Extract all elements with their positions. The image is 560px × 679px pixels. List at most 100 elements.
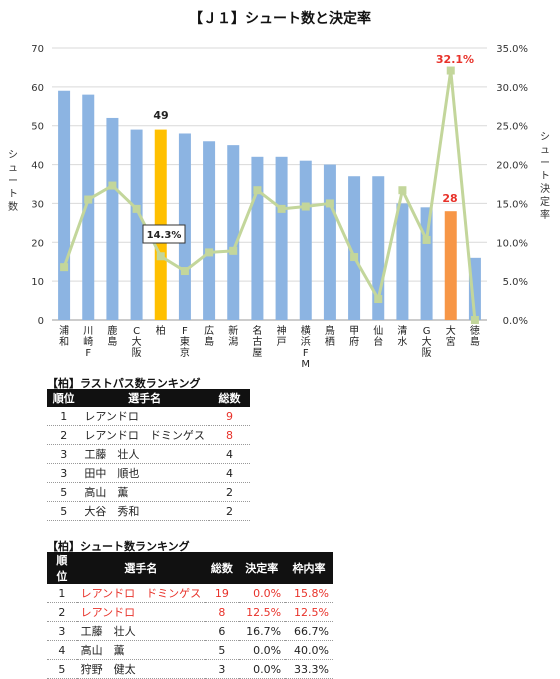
total-cell: 2: [208, 482, 250, 502]
y-tick-label: 0: [38, 316, 44, 327]
x-tick-label: 川崎 F: [83, 326, 93, 359]
shots-and-conversion-chart: 【Ｊ１】シュート数と決定率 0 10 20 30 40 50 60 70 0.0% 5.0% 10…: [8, 10, 550, 370]
y2-tick-label: 5.0%: [503, 277, 528, 288]
bar: [203, 141, 216, 320]
x-tick-label: 浦和: [59, 324, 69, 348]
player-name-cell: レアンドロ: [76, 602, 206, 622]
table-row: 1 レアンドロ ドミンゲス 19 0.0% 15.8%: [47, 584, 333, 603]
rank-cell: 4: [47, 640, 77, 660]
line-point: [277, 204, 286, 213]
line-point: [253, 186, 262, 195]
bar: [299, 160, 312, 320]
rank-cell: 3: [47, 621, 77, 641]
y-tick-label: 20: [31, 238, 44, 249]
chart-title: 【Ｊ１】シュート数と決定率: [189, 10, 371, 27]
annotation-kashiwa-shots: 49: [153, 109, 168, 122]
line-point: [350, 253, 359, 262]
x-tick-label: 鹿島: [107, 324, 117, 348]
total-cell: 19: [205, 584, 239, 603]
bar: [420, 207, 433, 320]
y-tick-label: 60: [31, 83, 44, 94]
total-cell: 2: [208, 501, 250, 521]
total-cell: 8: [208, 425, 250, 445]
x-tick-label: 鳥栖: [325, 324, 335, 348]
player-name-cell: 高山 薫: [80, 482, 209, 502]
bar: [130, 129, 143, 320]
header-on-target: 枠内率: [285, 552, 333, 584]
line-point: [156, 252, 165, 261]
total-cell: 8: [205, 602, 239, 622]
on-target-cell: 15.8%: [285, 584, 333, 603]
x-tick-label: 清水: [397, 324, 407, 348]
bar: [348, 176, 361, 320]
rank-cell: 5: [47, 501, 81, 521]
header-rank: 順位: [47, 552, 77, 584]
player-name-cell: レアンドロ: [80, 407, 209, 426]
table-row: 4 高山 薫 5 0.0% 40.0%: [47, 640, 333, 660]
conversion-cell: 0.0%: [238, 659, 286, 679]
x-tick-label: 名古屋: [252, 324, 262, 359]
y2-tick-label: 20.0%: [496, 161, 528, 172]
rank-cell: 2: [47, 425, 81, 445]
line-point: [374, 295, 383, 304]
line-point: [84, 195, 93, 204]
y2-axis-title: シュート決定率: [540, 132, 550, 221]
line-point: [60, 263, 69, 272]
line-point: [422, 235, 431, 244]
bar: [275, 156, 288, 320]
x-tick-label: 広島: [204, 324, 214, 348]
total-cell: 4: [208, 444, 250, 464]
x-tick-label: 甲府: [349, 326, 359, 348]
table-row: 3 工藤 壮人 6 16.7% 66.7%: [47, 621, 333, 641]
table-row: 5 大谷 秀和 2: [47, 501, 250, 521]
player-name-cell: 工藤 壮人: [76, 621, 206, 641]
total-cell: 5: [205, 640, 239, 660]
y2-tick-label: 35.0%: [496, 44, 528, 55]
x-tick-label: 神戸: [277, 324, 287, 348]
line-point: [470, 316, 479, 324]
on-target-cell: 12.5%: [285, 602, 333, 622]
bar: [444, 211, 457, 320]
table-row: 3 工藤 壮人 4: [47, 444, 250, 464]
rank-cell: 1: [47, 584, 77, 603]
header-total: 総数: [205, 552, 239, 584]
player-name-cell: 工藤 壮人: [80, 444, 209, 464]
rank-cell: 2: [47, 602, 77, 622]
gridlines: [52, 47, 487, 321]
conversion-cell: 0.0%: [238, 640, 286, 660]
rank-cell: 5: [47, 482, 81, 502]
y-axis-right: 0.0% 5.0% 10.0% 15.0% 20.0% 25.0% 30.0% 35.0%: [496, 44, 528, 327]
x-tick-label: 新潟: [228, 324, 238, 348]
annotation-omiya-rate: 32.1%: [436, 53, 474, 66]
y2-tick-label: 30.0%: [496, 83, 528, 94]
y-tick-label: 30: [31, 199, 44, 210]
rank-cell: 3: [47, 463, 81, 483]
table-row: 5 狩野 健太 3 0.0% 33.3%: [47, 659, 333, 679]
on-target-cell: 66.7%: [285, 621, 333, 641]
rank-cell: 1: [47, 407, 81, 426]
table-row: 1 レアンドロ 9: [47, 407, 250, 426]
player-name-cell: 狩野 健太: [76, 659, 206, 679]
on-target-cell: 33.3%: [285, 659, 333, 679]
bar: [227, 145, 240, 320]
line-point: [301, 202, 310, 211]
y2-tick-label: 10.0%: [496, 238, 528, 249]
y-tick-label: 10: [31, 277, 44, 288]
player-name-cell: レアンドロ ドミンゲス: [76, 584, 206, 603]
shot-ranking-title: 【柏】シュート数ランキング: [47, 540, 190, 553]
conversion-cell: 0.0%: [238, 584, 286, 603]
bar: [323, 164, 336, 320]
annotation-kashiwa-rate-box: [142, 224, 186, 244]
table-row: 2 レアンドロ 8 12.5% 12.5%: [47, 602, 333, 622]
x-tick-label: 徳島: [470, 324, 480, 348]
player-name-cell: 高山 薫: [76, 640, 206, 660]
line-point: [180, 267, 189, 276]
conversion-line: [62, 69, 477, 321]
bar: [106, 117, 119, 320]
conversion-cell: 12.5%: [238, 602, 286, 622]
conversion-line-series: [60, 66, 479, 324]
rank-cell: 3: [47, 444, 81, 464]
shot-ranking-table: 順位 選手名 総数 決定率 枠内率 1 レアンドロ ドミンゲス 19 0.0% 15.8…: [47, 552, 333, 679]
header-player: 選手名: [80, 389, 209, 407]
